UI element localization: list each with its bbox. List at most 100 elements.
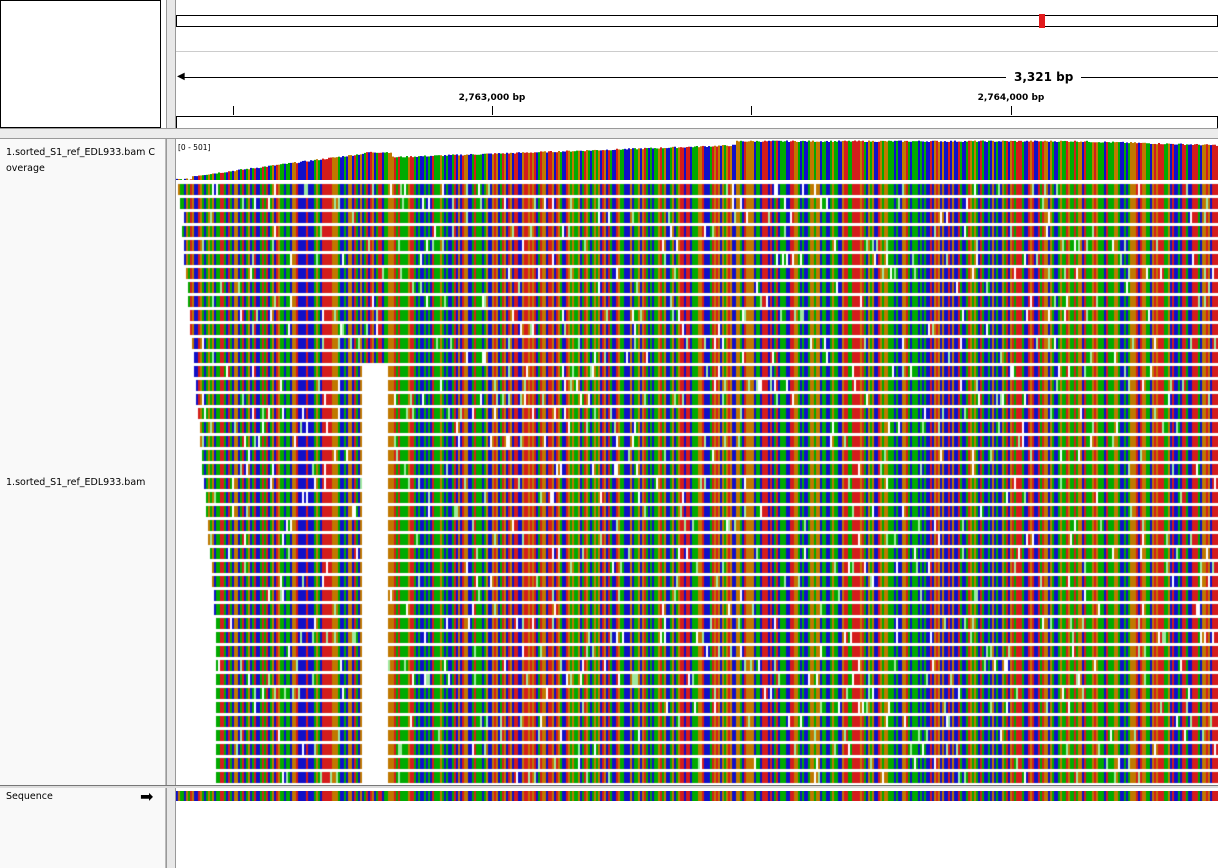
alignment-reads[interactable] bbox=[176, 183, 1218, 785]
coverage-bar bbox=[434, 155, 436, 180]
coverage-bar bbox=[962, 141, 964, 180]
coverage-bar bbox=[726, 145, 728, 180]
coverage-bar bbox=[562, 151, 564, 180]
coverage-bar bbox=[386, 152, 388, 180]
coverage-bar bbox=[1008, 141, 1010, 180]
coverage-bar bbox=[660, 147, 662, 180]
coverage-bar bbox=[1034, 140, 1036, 180]
coverage-bar bbox=[950, 140, 952, 180]
coverage-bar bbox=[638, 148, 640, 180]
sequence-track-name[interactable]: Sequence bbox=[6, 791, 53, 802]
coverage-bar bbox=[346, 156, 348, 180]
coverage-bar bbox=[1210, 145, 1212, 180]
sequence-name-panel: Sequence ➡ bbox=[0, 787, 166, 868]
coverage-bar bbox=[232, 170, 234, 180]
ruler[interactable] bbox=[176, 116, 1218, 128]
coverage-bar bbox=[248, 169, 250, 180]
coverage-bar bbox=[262, 166, 264, 180]
coverage-bar bbox=[438, 155, 440, 180]
coverage-bar bbox=[790, 141, 792, 180]
coverage-bar bbox=[338, 156, 340, 180]
coverage-track[interactable]: [0 - 501] bbox=[176, 139, 1218, 183]
coverage-bar bbox=[546, 152, 548, 180]
coverage-bar bbox=[528, 152, 530, 180]
coverage-bar bbox=[718, 145, 720, 180]
sequence-divider[interactable] bbox=[0, 785, 1218, 788]
coverage-bar bbox=[1000, 141, 1002, 180]
coverage-bar bbox=[194, 176, 196, 180]
strand-arrow-icon[interactable]: ➡ bbox=[140, 787, 154, 806]
coverage-bar bbox=[1120, 141, 1122, 180]
coverage-bar bbox=[816, 141, 818, 180]
coverage-bar bbox=[698, 147, 700, 180]
coverage-bar bbox=[802, 140, 804, 180]
coverage-bar bbox=[1092, 142, 1094, 180]
coverage-bar bbox=[520, 152, 522, 180]
coverage-bar bbox=[616, 148, 618, 180]
coverage-bar bbox=[684, 147, 686, 180]
coverage-bar bbox=[670, 147, 672, 180]
coverage-bar bbox=[464, 154, 466, 180]
coverage-bar bbox=[222, 172, 224, 180]
coverage-bar bbox=[358, 154, 360, 180]
coverage-bar bbox=[690, 146, 692, 180]
coverage-bar bbox=[1108, 142, 1110, 180]
coverage-bar bbox=[1106, 142, 1108, 180]
coverage-bar bbox=[282, 163, 284, 180]
coverage-bar bbox=[1152, 143, 1154, 180]
coverage-bar bbox=[1164, 144, 1166, 180]
coverage-bar bbox=[426, 156, 428, 180]
coverage-bar bbox=[776, 140, 778, 180]
coverage-bar bbox=[904, 140, 906, 180]
coverage-bar bbox=[764, 140, 766, 180]
coverage-bar bbox=[720, 145, 722, 180]
coverage-bar bbox=[368, 152, 370, 180]
coverage-bar bbox=[882, 140, 884, 180]
coverage-bar bbox=[572, 151, 574, 180]
coverage-bar bbox=[1088, 141, 1090, 180]
coverage-bar bbox=[846, 141, 848, 180]
current-region-marker[interactable] bbox=[1039, 14, 1045, 28]
panel-splitter[interactable] bbox=[166, 0, 176, 868]
coverage-bar bbox=[1160, 144, 1162, 180]
coverage-bar bbox=[590, 150, 592, 180]
coverage-bar bbox=[1114, 142, 1116, 180]
coverage-bar bbox=[768, 140, 770, 180]
coverage-bar bbox=[952, 141, 954, 180]
coverage-bar bbox=[1058, 141, 1060, 180]
alignment-track-name[interactable]: 1.sorted_S1_ref_EDL933.bam bbox=[6, 477, 146, 488]
coverage-bar bbox=[906, 140, 908, 180]
coverage-bar bbox=[1018, 140, 1020, 180]
coverage-bar bbox=[922, 141, 924, 180]
header-divider[interactable] bbox=[0, 128, 1218, 139]
coverage-bar bbox=[804, 141, 806, 180]
coverage-bar bbox=[372, 152, 374, 180]
coverage-histogram[interactable] bbox=[176, 139, 1218, 183]
coverage-bar bbox=[928, 141, 930, 180]
reference-sequence[interactable] bbox=[176, 791, 1218, 801]
coverage-bar bbox=[320, 159, 322, 180]
coverage-bar bbox=[216, 173, 218, 180]
coverage-bar bbox=[936, 140, 938, 180]
coverage-bar bbox=[416, 156, 418, 180]
coverage-bar bbox=[334, 157, 336, 180]
coverage-track-name[interactable]: 1.sorted_S1_ref_EDL933.bam Coverage bbox=[6, 147, 156, 174]
coverage-bar bbox=[854, 140, 856, 180]
coverage-bar bbox=[1004, 140, 1006, 180]
chromosome-ideogram[interactable] bbox=[176, 15, 1218, 27]
coverage-bar bbox=[696, 145, 698, 180]
coverage-bar bbox=[302, 160, 304, 180]
coverage-bar bbox=[344, 156, 346, 180]
coverage-bar bbox=[404, 157, 406, 180]
coverage-bar bbox=[1170, 143, 1172, 180]
left-arrow-icon: ◀ bbox=[177, 71, 185, 82]
coverage-bar bbox=[360, 154, 362, 180]
coverage-bar bbox=[858, 140, 860, 180]
coverage-bar bbox=[300, 161, 302, 180]
coverage-bar bbox=[784, 141, 786, 180]
coverage-bar bbox=[652, 148, 654, 180]
coverage-bar bbox=[296, 163, 298, 180]
coverage-bar bbox=[594, 149, 596, 180]
coverage-bar bbox=[350, 155, 352, 180]
coverage-bar bbox=[852, 141, 854, 180]
